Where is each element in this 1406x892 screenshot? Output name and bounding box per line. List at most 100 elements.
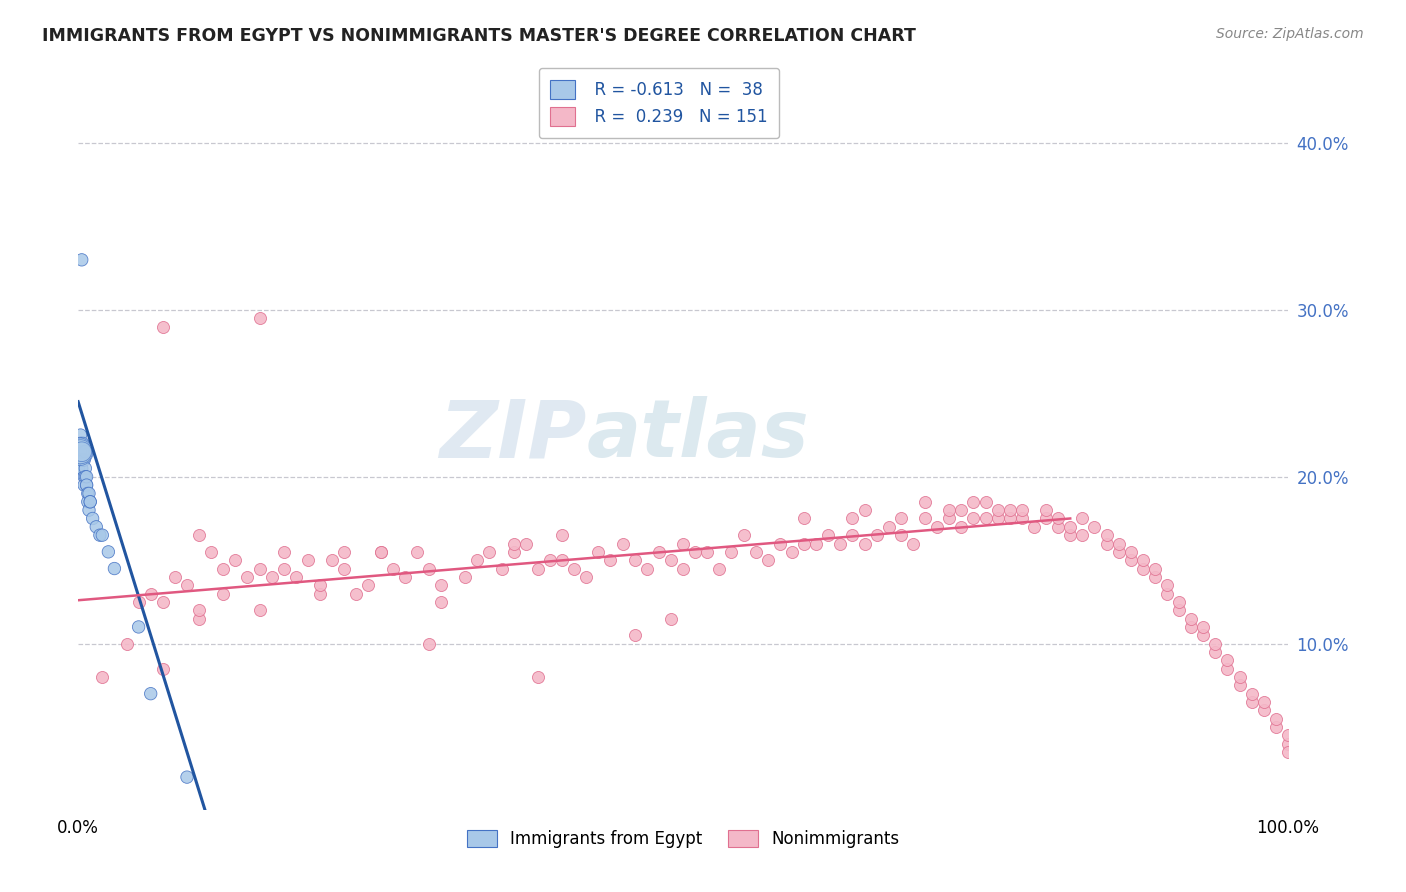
Point xyxy=(152,319,174,334)
Point xyxy=(696,545,718,559)
Point xyxy=(793,536,815,550)
Point xyxy=(249,561,271,575)
Point xyxy=(938,503,960,517)
Point xyxy=(1156,578,1178,592)
Point xyxy=(309,586,332,600)
Point xyxy=(1264,712,1286,726)
Point xyxy=(1143,570,1166,584)
Point xyxy=(1277,728,1299,742)
Point xyxy=(720,545,742,559)
Point xyxy=(1229,678,1251,692)
Point xyxy=(599,553,621,567)
Point xyxy=(877,520,900,534)
Point xyxy=(115,637,138,651)
Point xyxy=(1240,695,1263,709)
Point xyxy=(75,461,97,475)
Point xyxy=(865,528,887,542)
Text: Source: ZipAtlas.com: Source: ZipAtlas.com xyxy=(1216,27,1364,41)
Point xyxy=(69,436,91,450)
Point xyxy=(69,444,91,458)
Point xyxy=(636,561,658,575)
Point xyxy=(1011,511,1033,525)
Point xyxy=(200,545,222,559)
Point xyxy=(381,561,404,575)
Point xyxy=(1192,628,1215,642)
Point xyxy=(103,561,125,575)
Point xyxy=(1132,553,1154,567)
Point xyxy=(454,570,477,584)
Point xyxy=(236,570,259,584)
Point xyxy=(1192,620,1215,634)
Point xyxy=(1264,720,1286,734)
Point xyxy=(91,528,114,542)
Point xyxy=(538,553,561,567)
Point xyxy=(623,553,645,567)
Point xyxy=(430,595,453,609)
Point xyxy=(249,603,271,617)
Point xyxy=(987,511,1010,525)
Point xyxy=(370,545,392,559)
Point xyxy=(1108,536,1130,550)
Point xyxy=(69,453,91,467)
Point xyxy=(152,595,174,609)
Point xyxy=(1240,687,1263,701)
Point xyxy=(890,511,912,525)
Point xyxy=(1253,703,1275,717)
Text: ZIP: ZIP xyxy=(439,396,586,474)
Point xyxy=(333,545,356,559)
Point xyxy=(249,311,271,326)
Point xyxy=(76,478,98,492)
Point xyxy=(139,586,162,600)
Point xyxy=(890,528,912,542)
Point xyxy=(70,453,93,467)
Point xyxy=(950,520,973,534)
Point xyxy=(1168,603,1191,617)
Point xyxy=(67,444,90,458)
Point xyxy=(830,536,852,550)
Point xyxy=(70,461,93,475)
Point xyxy=(853,503,876,517)
Point xyxy=(467,553,489,567)
Point xyxy=(176,578,198,592)
Point xyxy=(551,553,574,567)
Point xyxy=(733,528,755,542)
Point xyxy=(84,520,107,534)
Point xyxy=(1108,545,1130,559)
Point xyxy=(91,670,114,684)
Point xyxy=(1156,586,1178,600)
Text: IMMIGRANTS FROM EGYPT VS NONIMMIGRANTS MASTER'S DEGREE CORRELATION CHART: IMMIGRANTS FROM EGYPT VS NONIMMIGRANTS M… xyxy=(42,27,917,45)
Text: atlas: atlas xyxy=(586,396,808,474)
Point xyxy=(659,611,682,625)
Point xyxy=(817,528,839,542)
Point xyxy=(273,561,295,575)
Point xyxy=(224,553,246,567)
Point xyxy=(1204,645,1226,659)
Legend: Immigrants from Egypt, Nonimmigrants: Immigrants from Egypt, Nonimmigrants xyxy=(460,823,905,855)
Point xyxy=(67,436,90,450)
Point xyxy=(853,536,876,550)
Point xyxy=(1071,528,1094,542)
Point xyxy=(89,528,111,542)
Point xyxy=(1047,520,1070,534)
Point xyxy=(77,503,100,517)
Point xyxy=(333,561,356,575)
Point xyxy=(901,536,924,550)
Point xyxy=(128,620,150,634)
Point xyxy=(612,536,634,550)
Point xyxy=(1059,520,1081,534)
Point xyxy=(284,570,307,584)
Point xyxy=(1277,745,1299,759)
Point xyxy=(128,595,150,609)
Point xyxy=(1180,611,1202,625)
Point xyxy=(309,578,332,592)
Point xyxy=(344,586,367,600)
Point xyxy=(575,570,598,584)
Point xyxy=(1059,528,1081,542)
Point xyxy=(212,561,235,575)
Point xyxy=(491,561,513,575)
Point xyxy=(1204,637,1226,651)
Point xyxy=(76,486,98,500)
Point xyxy=(260,570,283,584)
Point xyxy=(1022,520,1045,534)
Point xyxy=(1035,511,1057,525)
